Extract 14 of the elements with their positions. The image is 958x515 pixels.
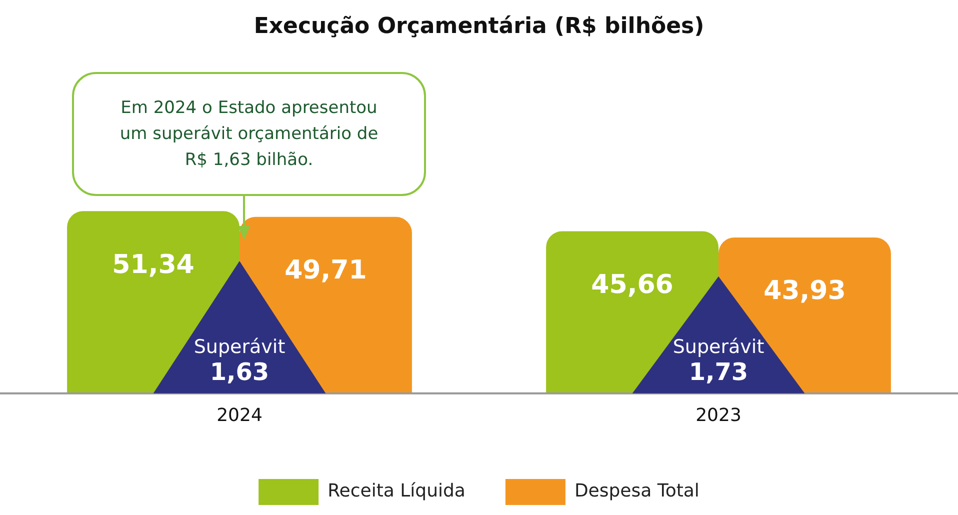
x-tick-label: 2023 xyxy=(696,404,742,426)
chart-title: Execução Orçamentária (R$ bilhões) xyxy=(254,14,704,39)
x-tick-label: 2024 xyxy=(216,404,262,426)
data-label: 45,66 xyxy=(591,270,674,300)
data-label: 49,71 xyxy=(284,256,367,286)
annotation: 1,63 xyxy=(210,358,270,386)
data-label: 43,93 xyxy=(764,276,846,306)
speech-bubble: Em 2024 o Estado apresentou um superávit orçamentário de R$ 1,63 bilhão. xyxy=(72,72,426,196)
data-label: 51,34 xyxy=(112,250,194,280)
annotation: Superávit xyxy=(194,336,286,358)
annotation: 1,73 xyxy=(688,358,748,386)
legend-label: Despesa Total xyxy=(574,480,700,502)
legend-label: Receita Líquida xyxy=(328,480,466,502)
annotation: Superávit xyxy=(672,336,764,358)
